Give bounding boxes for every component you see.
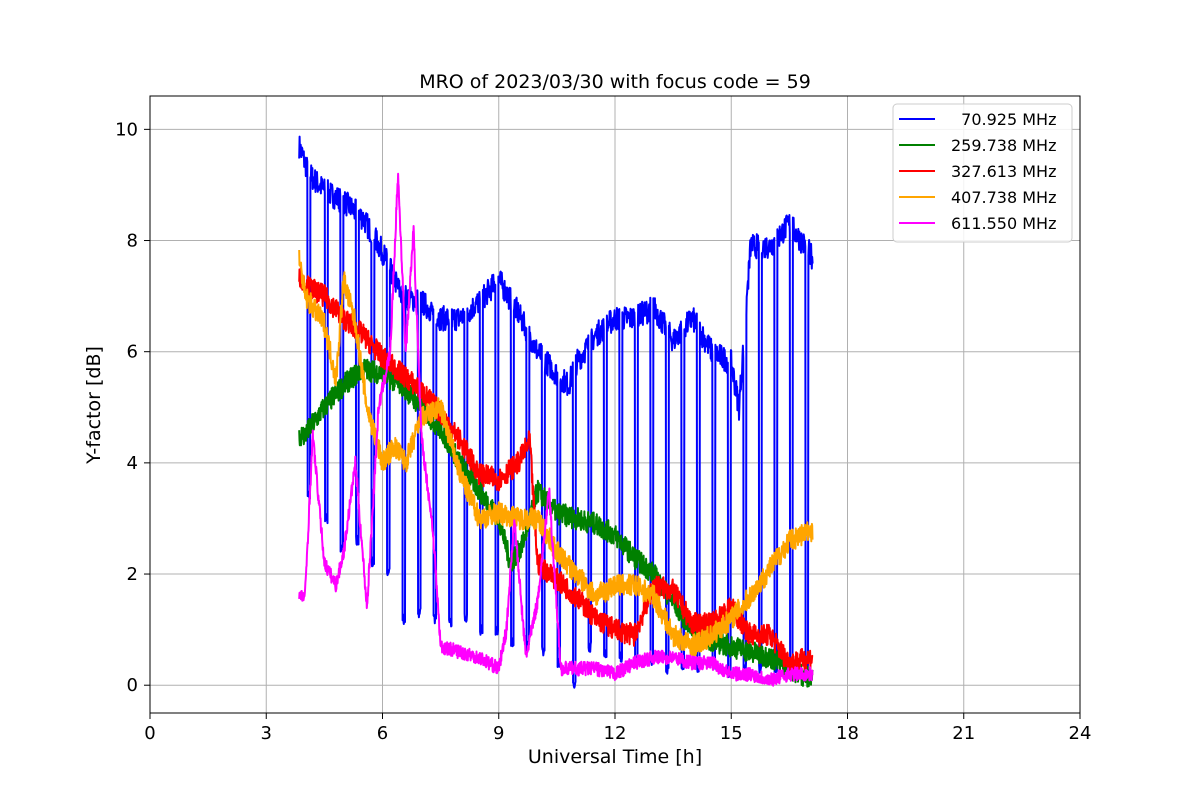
x-axis: 0 3 6 9 12 15 18 21 24 xyxy=(144,713,1091,744)
y-tick-label: 8 xyxy=(127,231,138,252)
x-tick-label: 15 xyxy=(720,723,743,744)
series-layer xyxy=(298,135,814,689)
x-tick-label: 12 xyxy=(604,723,627,744)
series-line-611-550-mhz xyxy=(298,172,814,687)
series-line-70-925-mhz xyxy=(298,135,814,689)
x-tick-label: 18 xyxy=(836,723,859,744)
y-tick-label: 10 xyxy=(115,119,138,140)
legend-label-407-738-mhz: 407.738 MHz xyxy=(951,188,1056,207)
chart-title: MRO of 2023/03/30 with focus code = 59 xyxy=(419,71,811,93)
y-tick-label: 6 xyxy=(127,342,138,363)
y-tick-label: 4 xyxy=(127,453,138,474)
legend-label-611-550-mhz: 611.550 MHz xyxy=(951,214,1056,233)
y-tick-label: 0 xyxy=(127,675,138,696)
x-tick-label: 6 xyxy=(377,723,388,744)
x-tick-label: 0 xyxy=(144,723,155,744)
x-tick-label: 3 xyxy=(261,723,272,744)
y-axis-label: Y-factor [dB] xyxy=(83,346,105,465)
series-line-407-738-mhz xyxy=(298,249,814,658)
legend: 70.925 MHz 259.738 MHz 327.613 MHz 407.738 … xyxy=(892,103,1073,243)
legend-label-259-738-mhz: 259.738 MHz xyxy=(951,136,1056,155)
legend-label-70-925-mhz: 70.925 MHz xyxy=(951,110,1056,129)
x-axis-label: Universal Time [h] xyxy=(528,746,702,768)
legend-frame xyxy=(892,103,1073,243)
y-axis: 0 2 4 6 8 10 xyxy=(115,119,150,696)
x-tick-label: 21 xyxy=(952,723,975,744)
x-tick-label: 24 xyxy=(1069,723,1092,744)
x-tick-label: 9 xyxy=(493,723,504,744)
y-tick-label: 2 xyxy=(127,564,138,585)
legend-label-327-613-mhz: 327.613 MHz xyxy=(951,162,1056,181)
